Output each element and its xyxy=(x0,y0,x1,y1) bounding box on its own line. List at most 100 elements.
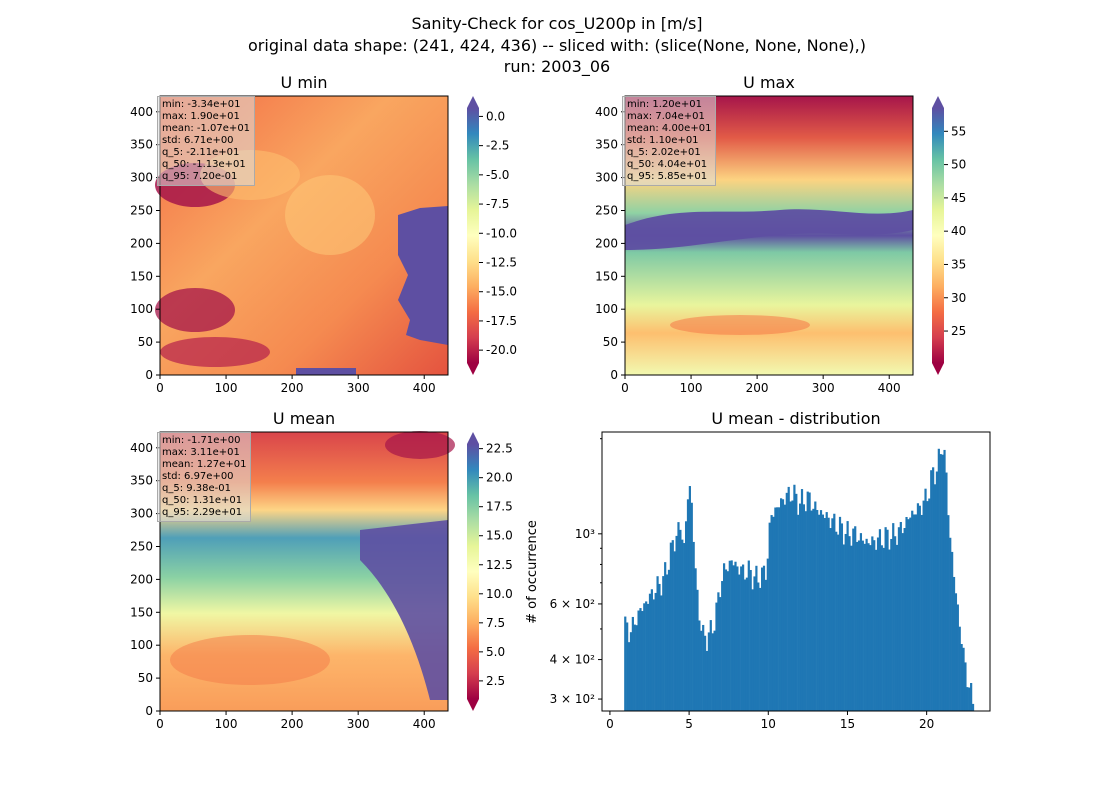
histogram-bar xyxy=(743,579,747,711)
histogram-bar xyxy=(696,589,699,711)
stat-q95: q_95: 2.29e+01 xyxy=(162,507,243,518)
histogram-bar xyxy=(734,561,737,711)
histogram-bar xyxy=(806,491,809,711)
histogram-bar xyxy=(859,533,863,711)
stat-q95: q_95: 5.85e+01 xyxy=(627,171,708,182)
histogram-bar xyxy=(968,687,971,711)
histogram-bar xyxy=(667,569,671,711)
histogram-bar xyxy=(818,514,821,711)
histogram-bar xyxy=(951,551,954,711)
y-tick-label: 250 xyxy=(130,203,153,217)
stats-box-u-max: min: 1.20e+01 max: 7.04e+01 mean: 4.00e+… xyxy=(622,96,717,186)
histogram-bar xyxy=(675,535,678,711)
histogram-bar xyxy=(962,647,965,711)
histogram-bar xyxy=(875,549,878,711)
histogram-bar xyxy=(878,529,882,711)
panel-title-u-min: U min xyxy=(281,73,328,92)
histogram-bar xyxy=(852,528,855,711)
x-tick-label: 15 xyxy=(840,717,855,731)
histogram-bar xyxy=(772,516,775,711)
histogram-bar xyxy=(871,536,874,711)
histogram-bar xyxy=(719,597,722,711)
histogram-bars xyxy=(624,448,975,711)
histogram-bar xyxy=(846,521,849,711)
colorbar-tick-label: -17.5 xyxy=(486,314,517,328)
histogram-bar xyxy=(681,539,684,711)
histogram-bar xyxy=(873,540,876,711)
histogram-bar xyxy=(664,562,667,711)
histogram-bar xyxy=(624,616,627,711)
histogram-bar xyxy=(656,576,659,711)
heatmap-u-min-region xyxy=(296,368,356,375)
panel-title-u-mean: U mean xyxy=(273,409,335,428)
histogram-bar xyxy=(941,454,944,711)
histogram-bar xyxy=(804,511,807,711)
x-tick-label: 200 xyxy=(746,381,769,395)
x-tick-label: 100 xyxy=(215,717,238,731)
stat-std: std: 1.10e+01 xyxy=(627,135,699,146)
heatmap-u-min-region xyxy=(285,175,375,255)
y-tick-label: 250 xyxy=(130,539,153,553)
histogram-bar xyxy=(838,516,842,711)
histogram-bar xyxy=(755,565,758,711)
y-tick-label: 200 xyxy=(130,236,153,250)
histogram-bar xyxy=(635,625,638,711)
histogram-bar xyxy=(795,493,798,711)
histogram-bar xyxy=(660,595,663,711)
histogram-bar xyxy=(669,542,672,711)
histogram-bar xyxy=(629,632,633,711)
axes-frame xyxy=(159,95,449,376)
stats-box-u-mean: min: -1.71e+00 max: 3.11e+01 mean: 1.27e… xyxy=(157,432,252,522)
histogram-bar xyxy=(857,540,861,711)
histogram-bar xyxy=(741,564,745,711)
histogram-bar xyxy=(901,533,904,711)
x-tick-label: 400 xyxy=(413,717,436,731)
histogram-bar xyxy=(939,454,942,711)
histogram-bar xyxy=(740,566,743,711)
y-tick-label: 3 × 10² xyxy=(550,692,596,706)
y-tick-label: 400 xyxy=(130,105,153,119)
colorbar-tick-label: -2.5 xyxy=(486,139,509,153)
histogram-bar xyxy=(812,508,815,711)
histogram-bar xyxy=(690,502,693,711)
stat-min: min: -1.71e+00 xyxy=(162,435,241,446)
histogram-bar xyxy=(928,498,931,711)
histogram-bar xyxy=(829,528,832,711)
histogram-bar xyxy=(952,576,956,711)
colorbar-tick-label: 20.0 xyxy=(486,471,513,485)
histogram-bar xyxy=(835,531,838,711)
histogram-bar xyxy=(800,489,804,711)
colorbar-tick-label: -15.0 xyxy=(486,285,517,299)
histogram-bar xyxy=(797,514,800,711)
histogram-bar xyxy=(823,517,826,711)
histogram-bar xyxy=(932,467,935,711)
histogram-bar xyxy=(850,545,853,711)
histogram-bar xyxy=(914,514,918,711)
colorbar-tick-label: 10.0 xyxy=(486,587,513,601)
colorbar-tick-label: 0.0 xyxy=(486,109,505,123)
histogram-bar xyxy=(825,512,828,711)
y-tick-label: 150 xyxy=(130,605,153,619)
histogram-bar xyxy=(799,503,802,711)
histogram-bar xyxy=(831,518,834,711)
histogram-bar xyxy=(854,526,857,711)
histogram-bar xyxy=(922,500,925,711)
histogram-bar xyxy=(971,703,975,711)
histogram-bar xyxy=(650,589,653,711)
histogram-bar xyxy=(888,549,891,711)
histogram-bar xyxy=(728,560,731,711)
y-tick-label: 400 xyxy=(595,105,618,119)
colorbar-u-min xyxy=(467,108,479,363)
histogram-bar xyxy=(770,515,773,711)
histogram-bar xyxy=(970,682,973,711)
histogram-bar xyxy=(730,560,733,711)
histogram-bar xyxy=(652,599,655,711)
y-tick-label: 300 xyxy=(130,171,153,185)
histogram-bar xyxy=(709,620,712,711)
colorbar-extend-top xyxy=(932,96,944,108)
y-tick-label: 150 xyxy=(130,269,153,283)
histogram-bar xyxy=(631,616,634,711)
histogram-bar xyxy=(726,571,729,711)
histogram-bar xyxy=(717,592,720,711)
colorbar-extend-top xyxy=(467,96,479,108)
